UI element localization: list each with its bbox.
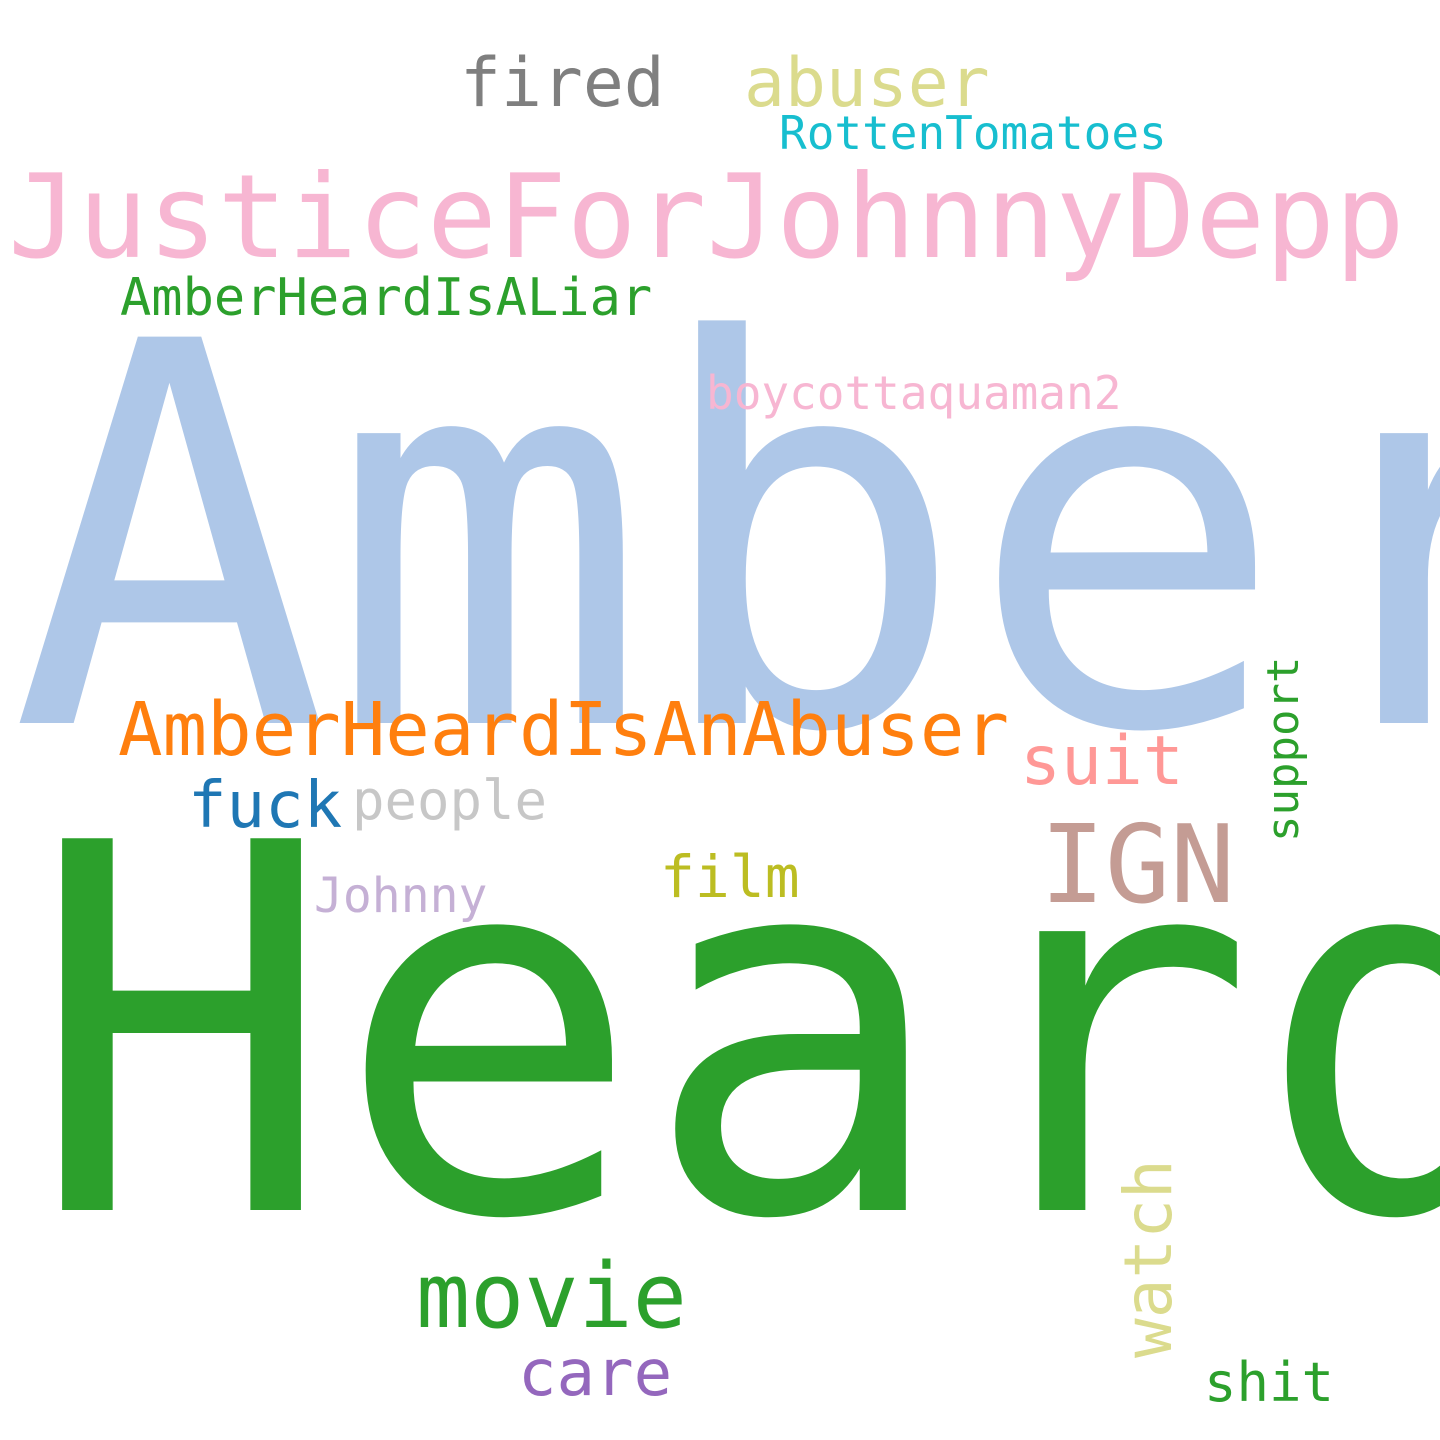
word-ign: IGN <box>1040 803 1236 928</box>
word-care: care <box>518 1337 673 1411</box>
word-shit: shit <box>1204 1351 1335 1414</box>
word-support: support <box>1258 656 1309 842</box>
word-amber-heard-is-a-liar: AmberHeardIsALiar <box>120 268 653 328</box>
word-fuck: fuck <box>188 769 343 843</box>
word-fired: fired <box>460 44 665 123</box>
word-movie: movie <box>416 1244 687 1349</box>
word-johnny: Johnny <box>314 868 488 924</box>
word-suit: suit <box>1020 722 1184 801</box>
word-rotten-tomatoes: RottenTomatoes <box>779 106 1167 160</box>
word-amber-heard-is-an-abuser: AmberHeardIsAnAbuser <box>118 687 1010 773</box>
word-abuser: abuser <box>744 44 990 123</box>
word-film: film <box>660 843 800 911</box>
word-heard: Heard <box>28 738 1440 1331</box>
word-boycott-aquaman-2: boycottaquaman2 <box>706 366 1122 420</box>
word-justice-for-johnny-depp: JusticeForJohnnyDepp <box>8 150 1405 285</box>
word-watch: watch <box>1110 1159 1187 1358</box>
word-people: people <box>352 769 548 832</box>
word-amber: Amber <box>10 231 1440 848</box>
